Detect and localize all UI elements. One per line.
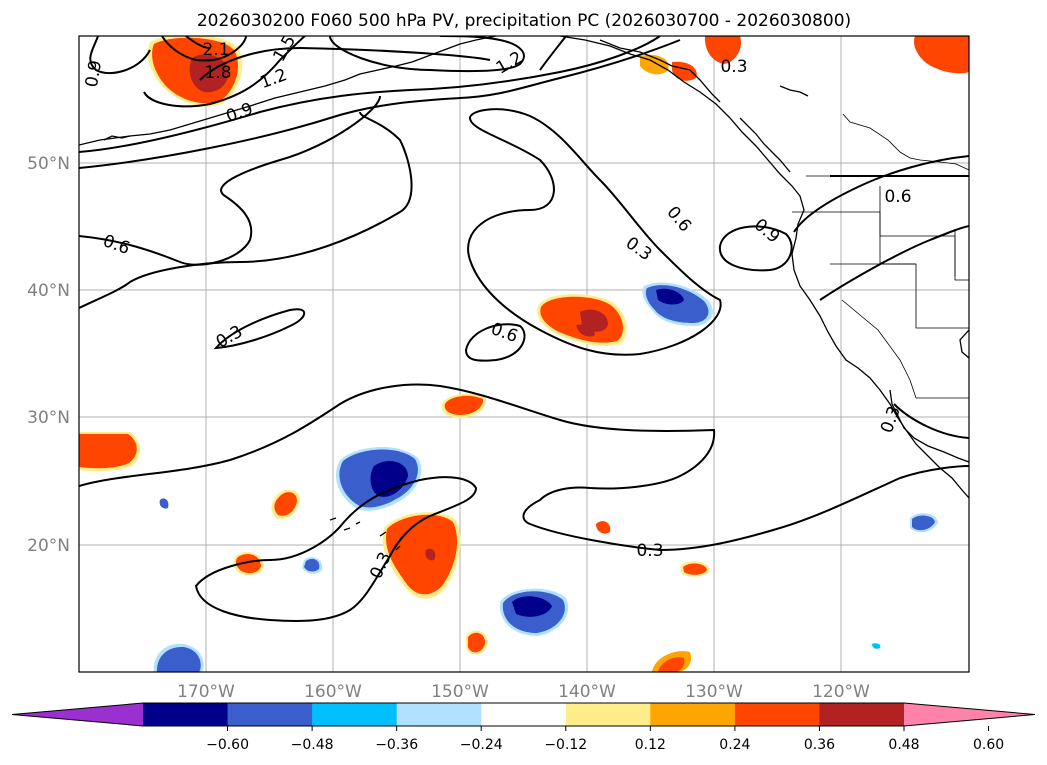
lon-label: 140°W: [558, 682, 616, 702]
colorbar-segment: [312, 703, 398, 726]
contour-label: 2.1: [202, 40, 229, 60]
precip-patch: [274, 492, 297, 516]
lon-label: 170°W: [177, 682, 235, 702]
precip-patch: [304, 558, 320, 572]
precip-patch: [914, 36, 969, 74]
colorbar-tick-label: 0.12: [635, 737, 666, 753]
lat-label: 40°N: [27, 281, 70, 301]
precip-patch: [683, 563, 707, 575]
contour-label: 0.3: [636, 541, 663, 561]
coastlines: [79, 36, 969, 551]
colorbar-segment: [227, 703, 313, 726]
colorbar-tick-label: 0.36: [804, 737, 835, 753]
precip-patch: [912, 515, 935, 531]
figure-title: 2026030200 F060 500 hPa PV, precipitatio…: [197, 11, 851, 31]
contour-label: 0.6: [884, 187, 911, 207]
map-area: 2.1 1.8 1.5 1.2 1.2 0.9 0.9 0.9 0.6 0.6 …: [79, 36, 969, 672]
contour-label: 0.3: [720, 57, 747, 77]
colorbar-segment: [650, 703, 736, 726]
pv-contours: [79, 36, 969, 622]
precip-patch: [512, 596, 552, 617]
colorbar-tick-label: −0.60: [206, 737, 249, 753]
precip-patch: [576, 324, 595, 337]
precip-patch: [425, 548, 436, 561]
precip-patch: [370, 461, 408, 497]
colorbar-outline: [11, 702, 1036, 727]
contour-label: 0.9: [82, 59, 106, 89]
precip-patch: [156, 646, 201, 672]
ocean-background: [79, 36, 969, 672]
lat-label: 30°N: [27, 408, 70, 428]
precip-patch: [235, 554, 261, 574]
colorbar-segment: [481, 703, 567, 726]
precip-patch: [596, 521, 611, 534]
colorbar-max-arrow: [904, 703, 1035, 726]
colorbar-tick-label: 0.24: [719, 737, 750, 753]
lon-label: 130°W: [685, 682, 743, 702]
colorbar-segment: [396, 703, 482, 726]
precip-patch: [656, 288, 684, 305]
precip-patch: [672, 61, 697, 81]
precip-patch: [704, 36, 742, 64]
colorbar-segment: [565, 703, 651, 726]
contour-label: 1.8: [204, 63, 231, 83]
colorbar-tick-label: −0.12: [544, 737, 587, 753]
colorbar-tick-label: −0.48: [291, 737, 334, 753]
colorbar-tick-label: −0.36: [375, 737, 418, 753]
precip-patch: [79, 434, 137, 469]
precip-patch: [872, 643, 881, 649]
latitude-labels: 50°N 40°N 30°N 20°N: [27, 154, 70, 556]
lon-label: 160°W: [304, 682, 362, 702]
colorbar: −0.60 −0.48 −0.36 −0.24 −0.12 0.12 0.24 0.36 0.4…: [11, 702, 1036, 753]
lon-label: 120°W: [812, 682, 870, 702]
lat-label: 50°N: [27, 154, 70, 174]
colorbar-segment: [734, 703, 820, 726]
lat-label: 20°N: [27, 536, 70, 556]
colorbar-tick-label: −0.24: [460, 737, 503, 753]
colorbar-segment: [819, 703, 905, 726]
colorbar-min-arrow: [12, 703, 143, 726]
colorbar-tick-label: 0.60: [973, 737, 1004, 753]
precip-patch: [159, 498, 169, 509]
map-frame: [78, 35, 970, 673]
colorbar-tick-label: 0.48: [888, 737, 919, 753]
precip-patch: [658, 657, 685, 672]
lon-label: 150°W: [431, 682, 489, 702]
precip-patch: [444, 395, 484, 415]
longitude-labels: 170°W 160°W 150°W 140°W 130°W 120°W: [177, 682, 870, 702]
colorbar-segment: [143, 703, 229, 726]
precip-patch: [468, 632, 486, 653]
